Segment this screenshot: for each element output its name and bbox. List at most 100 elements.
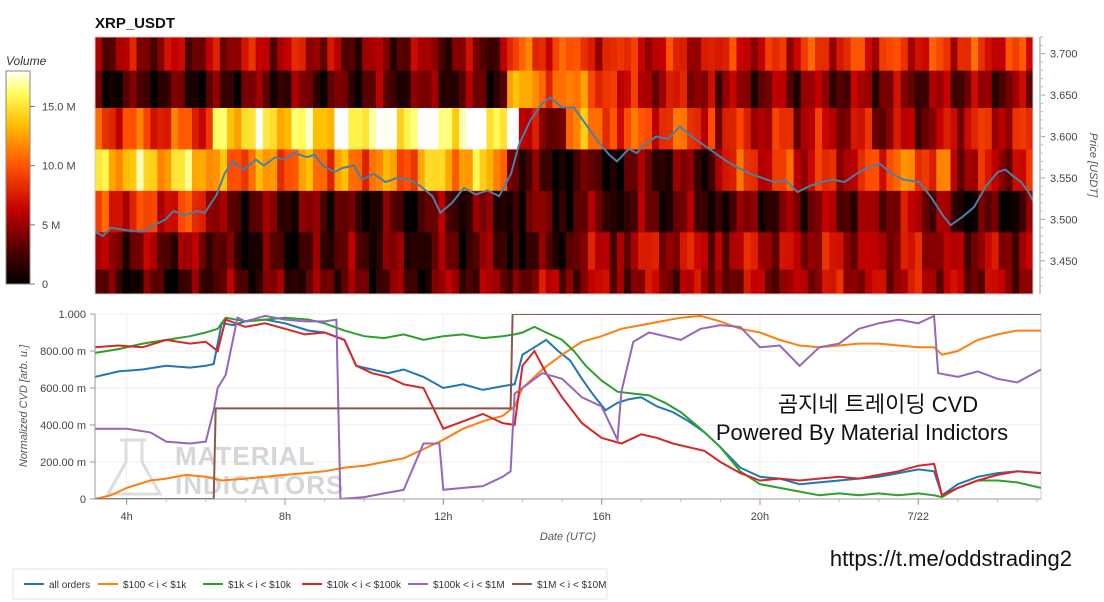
heatmap-cell xyxy=(872,70,880,108)
heatmap-cell xyxy=(185,107,193,150)
heatmap-cell xyxy=(552,148,560,191)
heatmap-cell xyxy=(355,37,363,71)
heatmap-cell xyxy=(465,269,474,294)
heatmap-cell xyxy=(893,231,902,270)
heatmap-cell xyxy=(857,231,866,270)
heatmap-cell xyxy=(493,148,501,191)
legend-label[interactable]: $1M < i < $10M xyxy=(537,580,606,591)
heatmap-cell xyxy=(445,190,453,233)
heatmap-cell xyxy=(136,190,145,233)
heatmap-cell xyxy=(843,269,852,294)
heatmap-cell xyxy=(291,269,300,294)
heatmap-cell xyxy=(241,107,250,150)
heatmap-cell xyxy=(277,107,285,150)
heatmap-cell xyxy=(978,190,986,233)
heatmap-cell xyxy=(198,231,207,270)
heatmap-cell xyxy=(964,107,972,150)
heatmap-cell xyxy=(886,269,895,294)
telegram-url[interactable]: https://t.me/oddstrading2 xyxy=(830,546,1072,571)
heatmap-cell xyxy=(807,231,816,270)
heatmap-cell xyxy=(355,190,363,233)
heatmap-cell xyxy=(369,269,377,294)
heatmap-cell xyxy=(512,190,520,233)
heatmap-cell xyxy=(815,37,823,71)
heatmap-cell xyxy=(95,190,103,233)
heatmap-cell xyxy=(998,37,1007,71)
heatmap-cell xyxy=(950,269,959,294)
heatmap-cell xyxy=(445,231,453,270)
heatmap-cell xyxy=(715,190,723,233)
heatmap-cell xyxy=(262,269,271,294)
heatmap-cell xyxy=(493,231,501,270)
legend-label[interactable]: $100k < i < $1M xyxy=(433,580,505,591)
heatmap-cell xyxy=(957,148,965,191)
heatmap-cell xyxy=(355,148,363,191)
heatmap-cell xyxy=(609,37,618,71)
heatmap-cell xyxy=(638,148,646,191)
heatmap-cell xyxy=(687,190,695,233)
heatmap-cell xyxy=(341,190,349,233)
heatmap-cell xyxy=(284,70,293,108)
legend-label[interactable]: $10k < i < $100k xyxy=(327,580,402,591)
heatmap-cell xyxy=(673,231,681,270)
heatmap-cell xyxy=(445,70,453,108)
heatmap-cell xyxy=(971,107,979,150)
heatmap-cell xyxy=(171,269,179,294)
heatmap-cell xyxy=(936,148,945,191)
heatmap-cell xyxy=(129,107,138,150)
heatmap-cell xyxy=(729,37,738,71)
heatmap-cell xyxy=(765,148,773,191)
heatmap-cell xyxy=(164,37,172,71)
heatmap-cell xyxy=(872,148,880,191)
heatmap-cell xyxy=(284,148,293,191)
heatmap-cell xyxy=(465,190,474,233)
heatmap-cell xyxy=(971,190,979,233)
heatmap-cell xyxy=(465,107,474,150)
heatmap-cell xyxy=(305,269,314,294)
heatmap-cell xyxy=(403,107,412,150)
heatmap-cell xyxy=(248,190,257,233)
heatmap-cell xyxy=(807,148,816,191)
heatmap-cell xyxy=(341,37,349,71)
heatmap-cell xyxy=(843,70,852,108)
heatmap-cell xyxy=(886,70,895,108)
heatmap-cell xyxy=(362,190,370,233)
heatmap-cell xyxy=(559,269,567,294)
heatmap-cell xyxy=(327,231,336,270)
heatmap-cell xyxy=(779,107,788,150)
heatmap-cell xyxy=(1019,190,1027,233)
heatmap-cell xyxy=(277,148,285,191)
heatmap-cell xyxy=(815,269,823,294)
heatmap-cell xyxy=(893,107,902,150)
heatmap-cell xyxy=(616,269,625,294)
heatmap-cell xyxy=(971,269,979,294)
heatmap-cell xyxy=(991,269,1000,294)
heatmap-cell xyxy=(320,107,328,150)
heatmap-cell xyxy=(431,148,440,191)
heatmap-cell xyxy=(525,37,533,71)
heatmap-cell xyxy=(101,269,110,294)
heatmap-cell xyxy=(573,148,582,191)
heatmap-cell xyxy=(1005,148,1013,191)
heatmap-cell xyxy=(922,231,930,270)
heatmap-cell xyxy=(298,231,307,270)
heatmap-cell xyxy=(652,37,660,71)
heatmap-cell xyxy=(525,107,533,150)
legend-label[interactable]: all orders xyxy=(49,580,90,591)
heatmap-cell xyxy=(652,231,660,270)
heatmap-cell xyxy=(284,107,293,150)
legend-label[interactable]: $100 < i < $1k xyxy=(123,580,187,591)
heatmap-cell xyxy=(525,70,533,108)
heatmap-cell xyxy=(750,190,759,233)
heatmap-cell xyxy=(559,148,567,191)
heatmap-cell xyxy=(472,231,481,270)
heatmap-cell xyxy=(157,37,165,71)
heatmap-cell xyxy=(786,70,795,108)
heatmap-cell xyxy=(694,37,702,71)
heatmap-cell xyxy=(205,70,214,108)
heatmap-cell xyxy=(602,231,611,270)
heatmap-cell xyxy=(609,70,618,108)
legend-label[interactable]: $1k < i < $10k xyxy=(228,580,292,591)
heatmap-cell xyxy=(362,107,370,150)
heatmap-cell xyxy=(545,148,554,191)
